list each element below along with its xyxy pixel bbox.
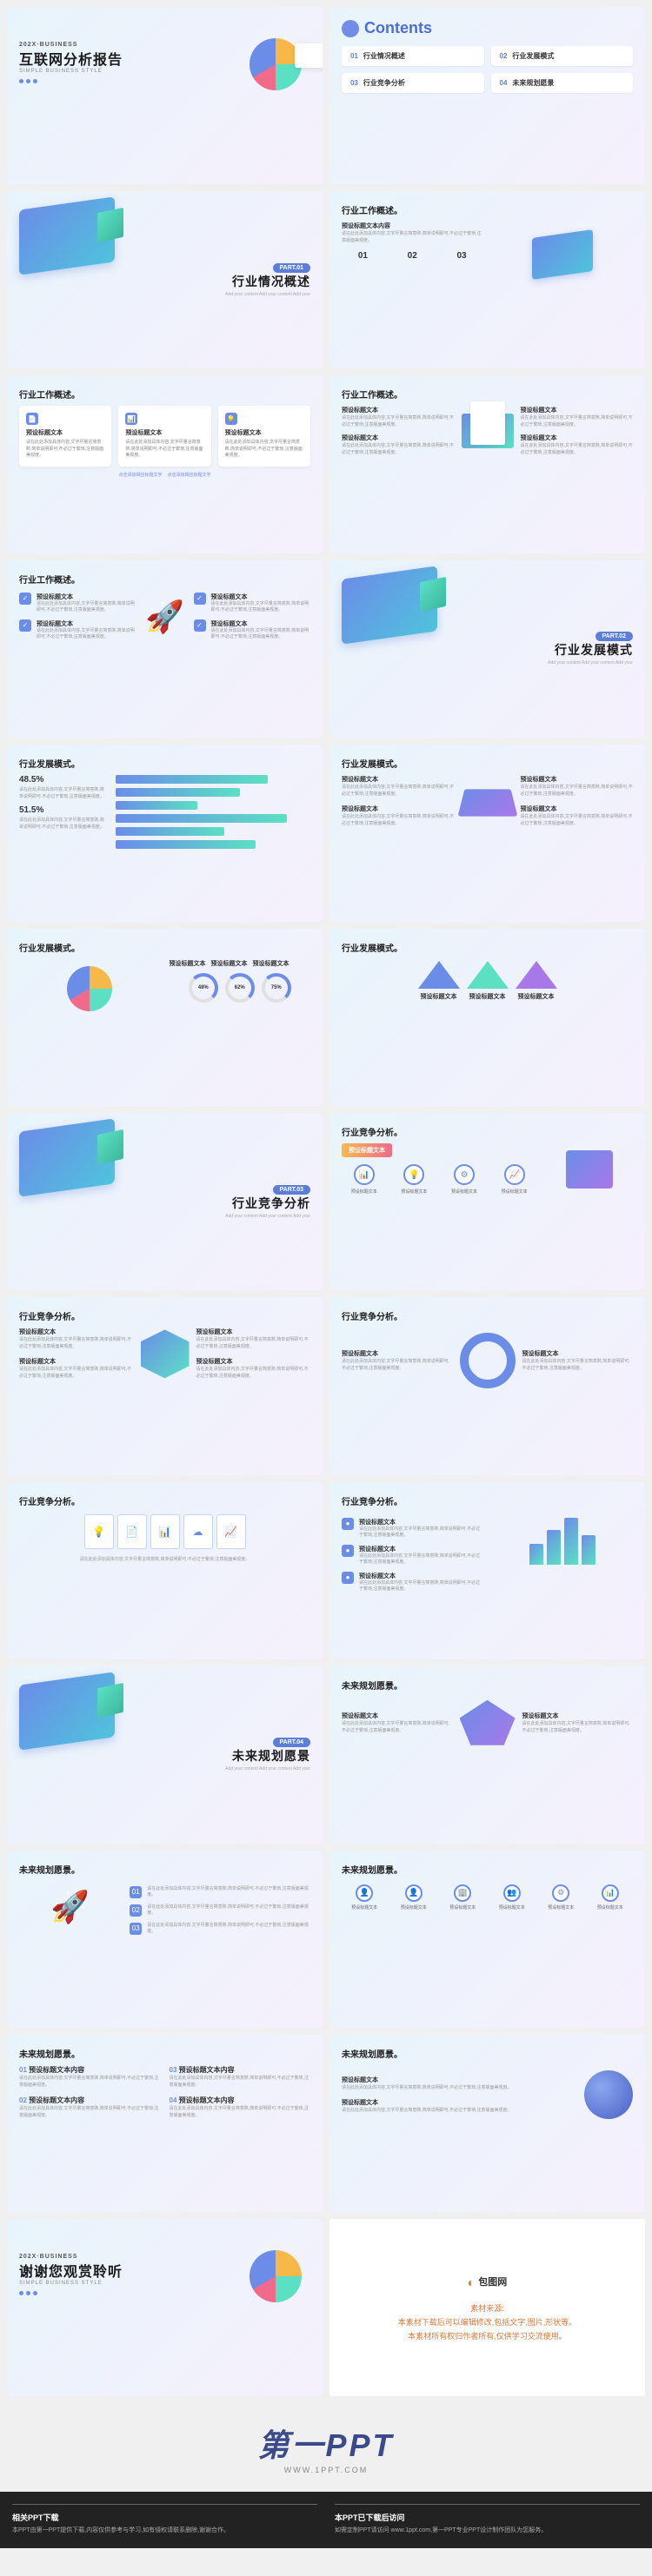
- pie-chart: [67, 966, 112, 1011]
- step-boxes: 💡📄📊☁📈: [19, 1514, 310, 1549]
- brand-label: 202X·BUSINESS: [19, 42, 123, 48]
- slide-part-divider: PART.03 行业竞争分析 Add your content Add your…: [7, 1113, 323, 1290]
- slide-triangles: 行业发展模式。 预设标题文本 预设标题文本 预设标题文本: [329, 929, 645, 1106]
- timeline-row: 👤预设标题文本 👤预设标题文本 🏢预设标题文本 👥预设标题文本 ⚙预设标题文本 …: [342, 1884, 633, 1910]
- rocket-icon: [143, 591, 187, 643]
- slide-steps: 行业竞争分析。 💡📄📊☁📈 请在此处添加具体内容,文字尽量言简意赅,简单说明即可…: [7, 1482, 323, 1659]
- slide-book: 行业发展模式。 预设标题文本请在此处添加具体内容,文字尽量言简意赅,简单说明即可…: [329, 745, 645, 922]
- slide-thanks: 202X·BUSINESS 谢谢您观赏聆听 SIMPLE BUSINESS ST…: [7, 2219, 323, 2396]
- triangle-row: 预设标题文本 预设标题文本 预设标题文本: [342, 961, 633, 1003]
- part-badge: PART.01: [273, 263, 311, 273]
- slide-source: ◐包图网 素材来源: 本素材下载后可以编辑修改,包括文字,图片,形状等。 本素材…: [329, 2219, 645, 2396]
- bar-chart: [116, 775, 311, 849]
- slide-two-col-list: 未来规划愿景。 01 预设标题文本内容请在此处添加具体内容,文字尽量言简意赅,简…: [7, 2035, 323, 2212]
- info-card: 📄预设标题文本请在此处添加具体内容,文字尽量言简意赅,简单说明即可,不必过于繁琐…: [19, 406, 111, 467]
- slide-part-divider: PART.04 未来规划愿景 Add your content Add your…: [7, 1666, 323, 1844]
- slide-rocket-list: 未来规划愿景。 01请在此处添加具体内容,文字尽量言简意赅,简单说明即可,不必过…: [7, 1851, 323, 2028]
- info-card: 📊预设标题文本请在此处添加具体内容,文字尽量言简意赅,简单说明即可,不必过于繁琐…: [118, 406, 210, 467]
- slide-bars-pct: 行业发展模式。 48.5%请在此处添加具体内容,文字尽量言简意赅,简单说明即可,…: [7, 745, 323, 922]
- contents-heading: Contents: [342, 19, 633, 37]
- bar-3d-chart: [492, 1518, 634, 1565]
- slide-rocket: 行业工作概述。 ✓预设标题文本请在此处添加具体内容,文字尽量言简意赅,简单说明即…: [7, 560, 323, 738]
- slide-part-divider: PART.01 行业情况概述 Add your content Add your…: [7, 191, 323, 368]
- hexagon-shape: [141, 1329, 190, 1378]
- subtitle-en: SIMPLE BUSINESS STYLE: [19, 69, 123, 74]
- toc-item: 02行业发展模式: [491, 46, 634, 66]
- slide-polygon: 未来规划愿景。 预设标题文本请在此处添加具体内容,文字尽量言简意赅,简单说明即可…: [329, 1666, 645, 1844]
- slide-timeline: 未来规划愿景。 👤预设标题文本 👤预设标题文本 🏢预设标题文本 👥预设标题文本 …: [329, 1851, 645, 2028]
- rocket-icon: [49, 1881, 92, 1933]
- slide-contents: Contents 01行业情况概述 02行业发展模式 03行业竞争分析 04未来…: [329, 7, 645, 184]
- slide-3d-bars: 行业竞争分析。 ●预设标题文本请在此处添加具体内容,文字尽量言简意赅,简单说明即…: [329, 1482, 645, 1659]
- toc-item: 01行业情况概述: [342, 46, 484, 66]
- arc-chart: 48% 62% 75%: [170, 973, 311, 1003]
- slide-hexagon: 行业竞争分析。 预设标题文本请在此处添加具体内容,文字尽量言简意赅,简单说明即可…: [7, 1297, 323, 1474]
- slide-three-cards: 行业工作概述。 📄预设标题文本请在此处添加具体内容,文字尽量言简意赅,简单说明即…: [7, 375, 323, 553]
- footer: 相关PPT下载本PPT由第一PPT提供下载,内容仅供参考与学习,如有侵权请联系删…: [0, 2492, 652, 2548]
- monitor-icon: [566, 1150, 613, 1189]
- slide-globe: 未来规划愿景。 预设标题文本请在此处添加具体内容,文字尽量言简意赅,简单说明即可…: [329, 2035, 645, 2212]
- slide-4cols-monitor: 行业竞争分析。 预设标题文本 📊预设标题文本 💡预设标题文本 ⚙预设标题文本 📈…: [329, 1113, 645, 1290]
- main-title: 互联网分析报告: [19, 48, 123, 69]
- book-icon: [457, 789, 517, 816]
- info-card: 💡预设标题文本请在此处添加具体内容,文字尽量言简意赅,简单说明即可,不必过于繁琐…: [218, 406, 310, 467]
- globe-icon: [584, 2070, 633, 2119]
- hero-illustration: [249, 38, 302, 90]
- watermark: 第一PPT WWW.1PPT.COM: [0, 2403, 652, 2492]
- slide-envelope: 行业工作概述。 预设标题文本请在此处添加具体内容,文字尽量言简意赅,简单说明即可…: [329, 375, 645, 553]
- cycle-diagram: [460, 1333, 516, 1388]
- slide-cycle: 行业竞争分析。 预设标题文本请在此处添加具体内容,文字尽量言简意赅,简单说明即可…: [329, 1297, 645, 1474]
- part-title: 行业情况概述: [179, 273, 310, 290]
- slide-pie-arcs: 行业发展模式。 预设标题文本预设标题文本预设标题文本 48% 62% 75%: [7, 929, 323, 1106]
- slide-cover: 202X·BUSINESS 互联网分析报告 SIMPLE BUSINESS ST…: [7, 7, 323, 184]
- slide-part-divider: PART.02 行业发展模式 Add your content Add your…: [329, 560, 645, 738]
- toc-item: 04未来规划愿景: [491, 73, 634, 93]
- polygon-shape: [460, 1700, 516, 1745]
- hero-illustration: [249, 2250, 302, 2302]
- envelope-icon: [462, 414, 514, 448]
- toc-item: 03行业竞争分析: [342, 73, 484, 93]
- slide-overview-a: 行业工作概述。 预设标题文本内容 请在此处添加具体内容,文字尽量言简意赅,简单说…: [329, 191, 645, 368]
